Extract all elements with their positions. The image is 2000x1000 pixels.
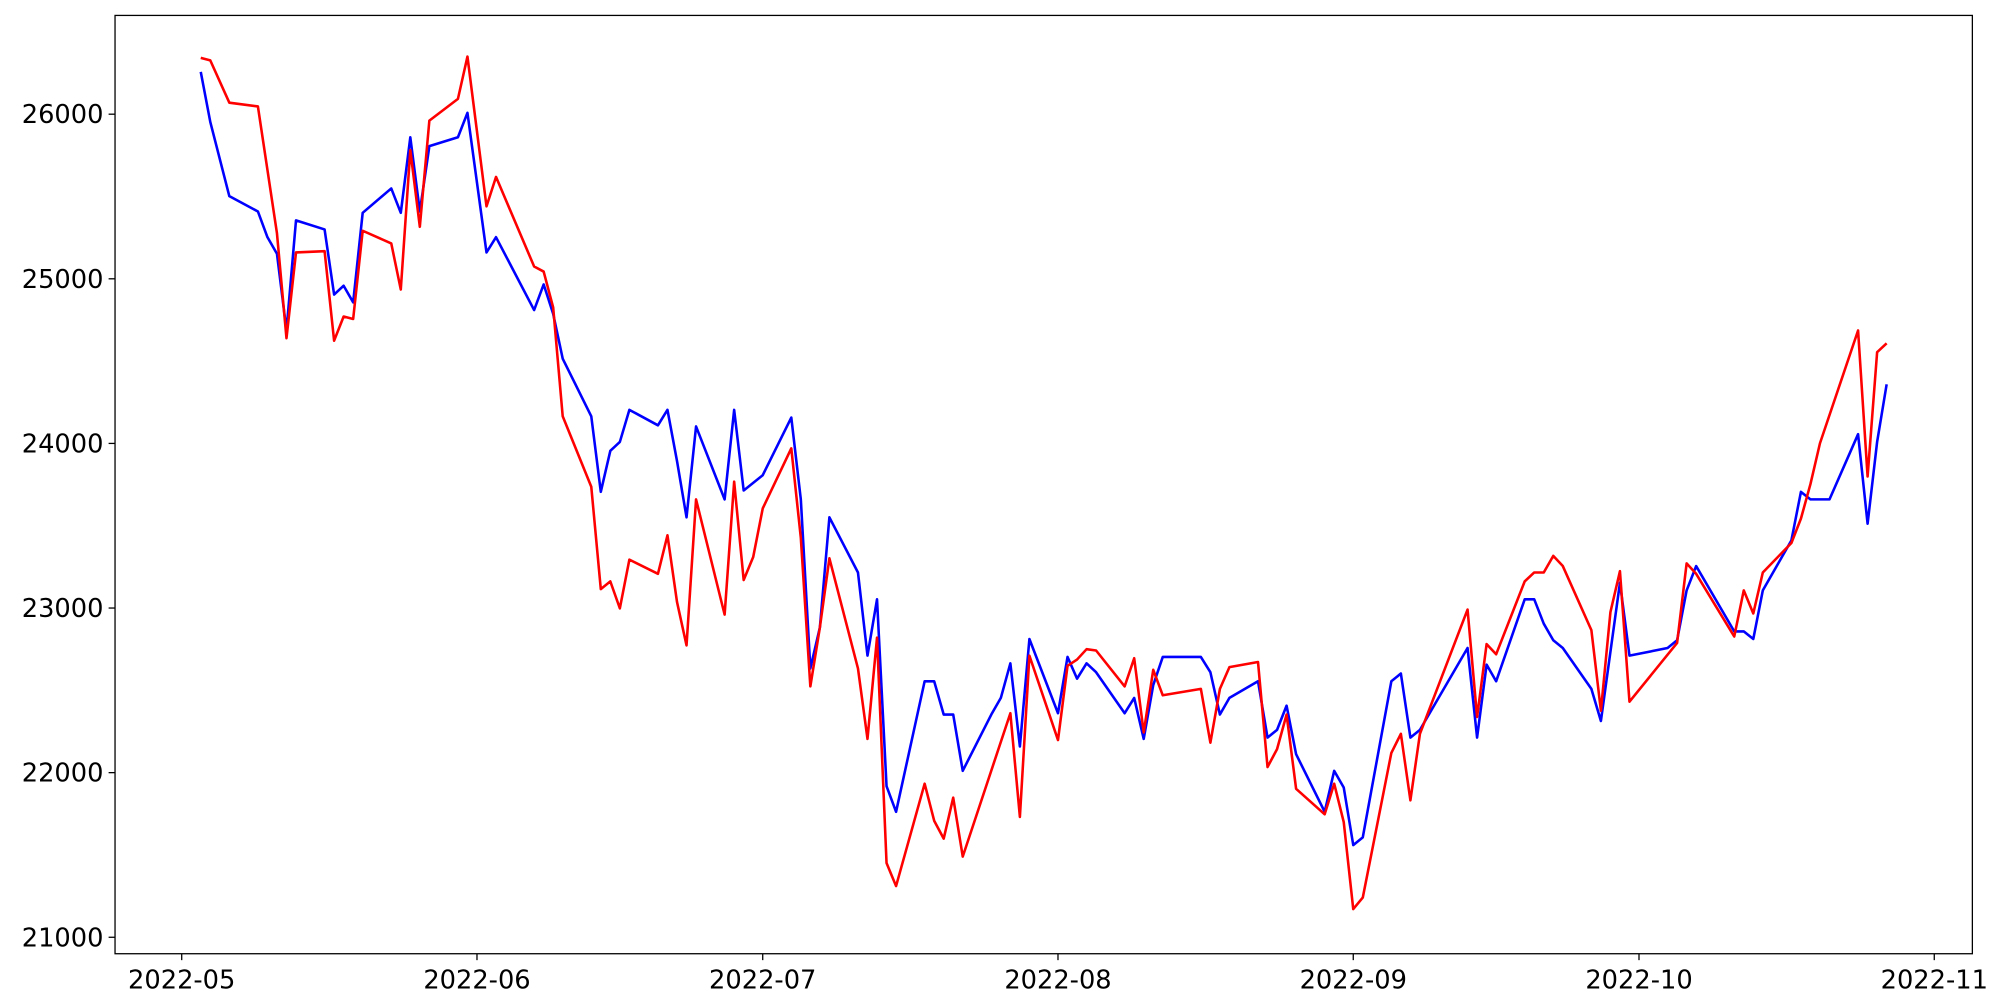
line-series bbox=[200, 55, 1888, 911]
y-tick-label: 26000 bbox=[22, 100, 104, 130]
x-tick-label: 2022-10 bbox=[1585, 965, 1692, 995]
x-tick-label: 2022-11 bbox=[1881, 965, 1988, 995]
x-tick-label: 2022-08 bbox=[1004, 965, 1111, 995]
y-tick-label: 21000 bbox=[22, 923, 104, 953]
x-tick-label: 2022-07 bbox=[709, 965, 816, 995]
x-tick-label: 2022-05 bbox=[128, 965, 235, 995]
line-series bbox=[199, 71, 1888, 847]
x-tick-label: 2022-06 bbox=[423, 965, 530, 995]
y-tick-label: 23000 bbox=[22, 594, 104, 624]
y-tick-label: 24000 bbox=[22, 429, 104, 459]
plot-frame bbox=[114, 14, 1974, 955]
y-tick-label: 25000 bbox=[22, 265, 104, 295]
x-tick-label: 2022-09 bbox=[1300, 965, 1407, 995]
y-tick-label: 22000 bbox=[22, 759, 104, 789]
